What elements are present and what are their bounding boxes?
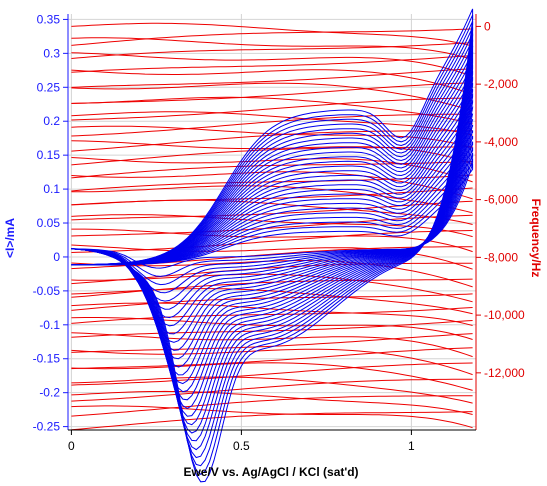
y-right-tick-label: -2,000 xyxy=(484,77,518,91)
frequency-line xyxy=(71,278,473,298)
frequency-line xyxy=(71,246,473,270)
y-left-tick-label: 0 xyxy=(53,250,60,264)
current-cycle-line xyxy=(71,163,474,269)
frequency-line xyxy=(71,378,473,402)
current-cycle-line xyxy=(71,93,474,368)
current-series xyxy=(71,8,474,483)
frequency-line xyxy=(71,348,473,376)
current-cycle-line xyxy=(71,130,474,319)
frequency-line xyxy=(71,69,473,95)
y-right-tick-label: -4,000 xyxy=(484,135,518,149)
y-left-tick-label: 0.2 xyxy=(43,114,60,128)
y-left-axis-title: <I>/mA xyxy=(3,218,17,258)
y-left-tick-label: 0.3 xyxy=(43,46,60,60)
frequency-line xyxy=(71,82,473,104)
current-cycle-line xyxy=(71,158,474,277)
frequency-line xyxy=(71,22,473,47)
y-right-tick-label: -8,000 xyxy=(484,250,518,264)
frequency-line xyxy=(71,171,473,200)
frequency-line xyxy=(71,362,473,386)
current-cycle-line xyxy=(71,70,474,401)
frequency-line xyxy=(71,214,473,238)
frequency-line xyxy=(71,228,473,253)
frequency-line xyxy=(71,200,473,221)
x-tick-label: 0 xyxy=(68,439,75,453)
y-right-tick-label: -6,000 xyxy=(484,193,518,207)
current-cycle-line xyxy=(71,119,474,335)
y-right-axis-title: Frequency/Hz xyxy=(529,199,543,278)
current-cycle-line xyxy=(71,147,474,294)
y-left-tick-label: 0.35 xyxy=(37,12,61,26)
axes xyxy=(67,14,477,431)
frequency-line xyxy=(71,82,473,112)
current-cycle-line xyxy=(71,135,474,310)
current-cycle-line xyxy=(71,105,474,351)
x-axis-title: Ewe/V vs. Ag/AgCl / KCl (sat'd) xyxy=(183,465,358,479)
current-cycle-line xyxy=(71,152,474,286)
y-right-tick-label: -12,000 xyxy=(484,366,525,380)
frequency-line xyxy=(71,293,473,311)
frequency-line xyxy=(71,347,473,370)
frequency-line xyxy=(71,113,473,137)
frequency-line xyxy=(71,160,473,179)
frequency-line xyxy=(71,288,473,315)
frequency-line xyxy=(71,395,473,417)
frequency-line xyxy=(71,230,473,253)
frequency-line xyxy=(71,405,473,429)
frequency-line xyxy=(71,42,473,59)
frequency-line xyxy=(71,302,473,326)
frequency-line xyxy=(71,376,473,404)
x-tick-label: 1 xyxy=(408,439,415,453)
frequency-line xyxy=(71,199,473,225)
y-left-tick-label: 0.15 xyxy=(37,148,61,162)
y-left-tick-label: -0.1 xyxy=(39,318,60,332)
current-cycle-line xyxy=(71,99,474,360)
frequency-series xyxy=(71,22,473,431)
frequency-line xyxy=(71,96,473,125)
frequency-line xyxy=(71,52,473,77)
frequency-line xyxy=(71,411,473,431)
frequency-line xyxy=(71,130,473,152)
frequency-line xyxy=(71,111,473,136)
frequency-line xyxy=(71,214,473,237)
frequency-line xyxy=(71,68,473,88)
frequency-line xyxy=(71,28,473,46)
frequency-line xyxy=(71,37,473,61)
y-right-tick-label: 0 xyxy=(484,19,491,33)
y-left-tick-label: -0.15 xyxy=(33,352,61,366)
current-cycle-line xyxy=(71,113,474,343)
frequency-line xyxy=(71,390,473,415)
current-cycle-line xyxy=(71,82,474,385)
frequency-line xyxy=(71,55,473,73)
y-left-tick-label: -0.2 xyxy=(39,386,60,400)
current-cycle-line xyxy=(71,88,474,376)
frequency-line xyxy=(71,185,473,214)
frequency-line xyxy=(71,97,473,121)
current-cycle-line xyxy=(71,8,474,483)
frequency-line xyxy=(71,317,473,340)
frequency-line xyxy=(71,362,473,391)
y-left-tick-label: 0.05 xyxy=(37,216,61,230)
current-cycle-line xyxy=(71,76,474,393)
y-left-tick-label: 0.1 xyxy=(43,182,60,196)
y-left-tick-label: -0.25 xyxy=(33,420,61,434)
y-left-tick-label: -0.05 xyxy=(33,284,61,298)
y-right-tick-label: -10,000 xyxy=(484,308,525,322)
y-left-tick-label: 0.25 xyxy=(37,80,61,94)
current-cycle-line xyxy=(71,124,474,327)
current-cycle-line xyxy=(71,141,474,302)
ticks: -0.25 -0.2 -0.15 -0.1 -0.05 0 0.05 0.1 0.15 0.2 0.… xyxy=(33,12,525,453)
x-tick-label: 0.5 xyxy=(233,439,250,453)
